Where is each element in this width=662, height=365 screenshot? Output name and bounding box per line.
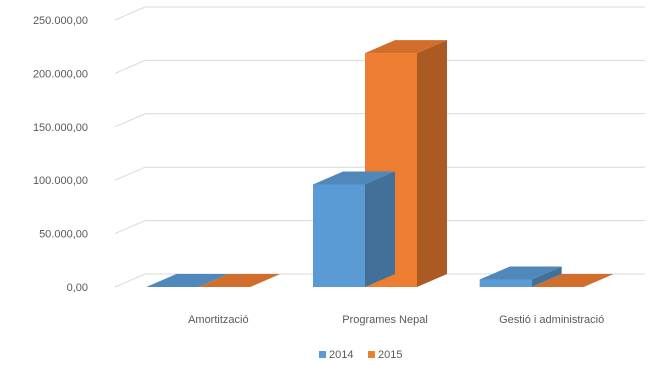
bar-side: [365, 171, 395, 287]
legend-label: 2015: [378, 349, 402, 361]
bar-top: [479, 266, 562, 280]
y-tick-label: 0,00: [67, 282, 88, 294]
bar-top: [198, 274, 281, 287]
legend-label: 2014: [329, 349, 353, 361]
bar-2014-0: [146, 274, 229, 287]
legend-swatch: [319, 351, 326, 358]
bar-top: [146, 274, 229, 287]
y-tick-label: 200.000,00: [33, 68, 88, 80]
y-tick-label: 250.000,00: [33, 15, 88, 27]
bar-top: [365, 40, 447, 54]
gridline: [114, 220, 645, 235]
gridline: [114, 113, 645, 128]
y-axis: 0,00 50.000,00 100.000,00 150.000,00 200.000…: [33, 15, 88, 294]
y-tick-label: 50.000,00: [39, 229, 88, 241]
legend-swatch: [368, 351, 375, 358]
x-tick-label: Gestió i administració: [499, 314, 604, 326]
x-tick-label: Programes Nepal: [342, 314, 428, 326]
bar-2015-1: [365, 40, 447, 287]
bar-2015-2: [531, 274, 614, 287]
gridline: [114, 166, 645, 181]
legend: 2014 2015: [319, 349, 402, 361]
x-axis: Amortització Programes Nepal Gestió i admi…: [188, 314, 604, 326]
x-tick-label: Amortització: [188, 314, 249, 326]
gridline: [114, 273, 645, 288]
bar-side: [531, 266, 562, 287]
gridline: [114, 59, 645, 74]
y-tick-label: 150.000,00: [33, 122, 88, 134]
bar-top: [313, 171, 395, 185]
bars: [146, 40, 614, 287]
bar-front: [479, 279, 532, 287]
bar-2014-2: [479, 266, 562, 287]
bar-top: [531, 274, 614, 287]
gridlines: [114, 6, 645, 288]
bar-2014-1: [313, 171, 395, 287]
gridline: [114, 6, 645, 21]
bar-front: [313, 184, 365, 287]
y-tick-label: 100.000,00: [33, 175, 88, 187]
bar-side: [417, 40, 447, 287]
bar-2015-0: [198, 274, 281, 287]
